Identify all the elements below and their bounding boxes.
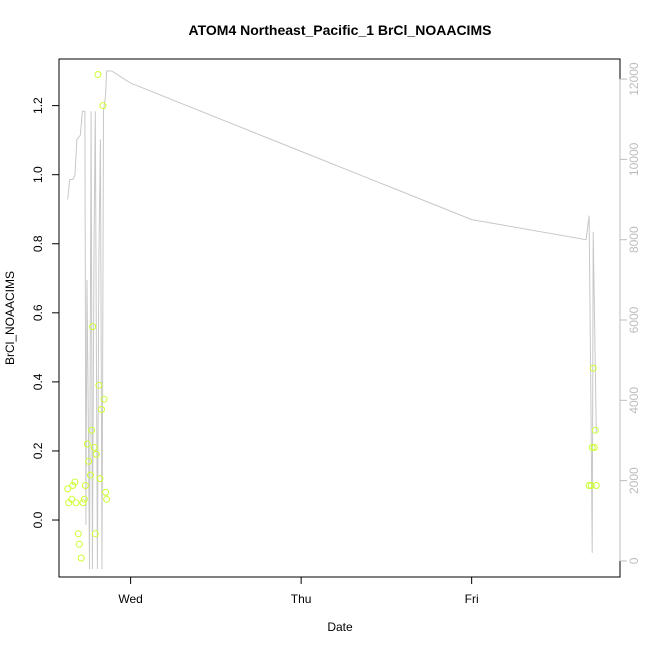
y2-tick-label: 6000 bbox=[627, 306, 641, 333]
scatter-point bbox=[83, 440, 91, 448]
scatter-point bbox=[69, 482, 77, 489]
scatter-point bbox=[588, 444, 596, 451]
chart-title: ATOM4 Northeast_Pacific_1 BrCl_NOAACIMS bbox=[189, 22, 492, 38]
scatter-point bbox=[64, 485, 72, 493]
scatter-point bbox=[91, 530, 99, 538]
y-tick-label: 0.8 bbox=[31, 235, 45, 252]
scatter-point bbox=[587, 482, 595, 489]
scatter-point bbox=[591, 426, 599, 434]
scatter-point bbox=[92, 450, 100, 458]
scatter-point bbox=[103, 495, 111, 503]
scatter-point bbox=[80, 495, 88, 503]
scatter-point bbox=[88, 426, 96, 434]
y2-tick-label: 8000 bbox=[627, 226, 641, 253]
scatter-point bbox=[75, 540, 83, 548]
scatter-point bbox=[68, 495, 76, 503]
y2-tick-label: 0 bbox=[627, 557, 641, 564]
y-tick-label: 1.0 bbox=[31, 166, 45, 183]
scatter-series bbox=[64, 71, 600, 562]
scatter-point bbox=[85, 457, 93, 465]
scatter-point bbox=[79, 499, 87, 507]
x-axis-label: Date bbox=[327, 620, 353, 634]
scatter-point bbox=[592, 482, 600, 489]
plot-frame bbox=[58, 58, 621, 578]
x-tick-label: Thu bbox=[291, 592, 312, 606]
y2-tick-label: 10000 bbox=[627, 142, 641, 176]
y2-tick-label: 4000 bbox=[627, 387, 641, 414]
y2-tick-label: 12000 bbox=[627, 62, 641, 96]
y-axis-left: 0.0 0.2 0.4 0.6 0.8 1.0 1.2 bbox=[31, 97, 60, 528]
x-axis: Wed Thu Fri bbox=[118, 576, 479, 606]
y2-tick-label: 2000 bbox=[627, 467, 641, 494]
scatter-point bbox=[100, 395, 108, 403]
scatter-point bbox=[72, 499, 80, 507]
scatter-point bbox=[590, 444, 598, 451]
scatter-point bbox=[95, 381, 103, 389]
scatter-point bbox=[77, 554, 85, 562]
y-tick-label: 0.6 bbox=[31, 304, 45, 321]
scatter-point bbox=[74, 530, 82, 538]
x-tick-label: Wed bbox=[118, 592, 142, 606]
scatter-point bbox=[87, 471, 94, 479]
scatter-point bbox=[585, 482, 593, 489]
y-axis-label: BrCl_NOAACIMS bbox=[3, 271, 17, 365]
y-tick-label: 1.2 bbox=[31, 97, 45, 114]
scatter-point bbox=[99, 102, 107, 110]
scatter-point bbox=[102, 488, 110, 496]
scatter-point bbox=[589, 364, 597, 372]
x-tick-label: Fri bbox=[465, 592, 479, 606]
scatter-point bbox=[94, 71, 102, 78]
scatter-point bbox=[98, 406, 105, 413]
y-tick-label: 0.2 bbox=[31, 442, 45, 459]
y-axis-right: 0 2000 4000 6000 8000 10000 12000 bbox=[619, 62, 641, 564]
scatter-point bbox=[81, 482, 89, 489]
series-line bbox=[67, 70, 597, 570]
right-axis-line-series bbox=[67, 70, 597, 570]
scatter-point bbox=[71, 478, 79, 486]
scatter-point bbox=[90, 444, 98, 451]
y-tick-label: 0.0 bbox=[31, 511, 45, 528]
y-tick-label: 0.4 bbox=[31, 373, 45, 390]
scatter-point bbox=[89, 323, 97, 331]
scatter-point bbox=[96, 475, 104, 483]
